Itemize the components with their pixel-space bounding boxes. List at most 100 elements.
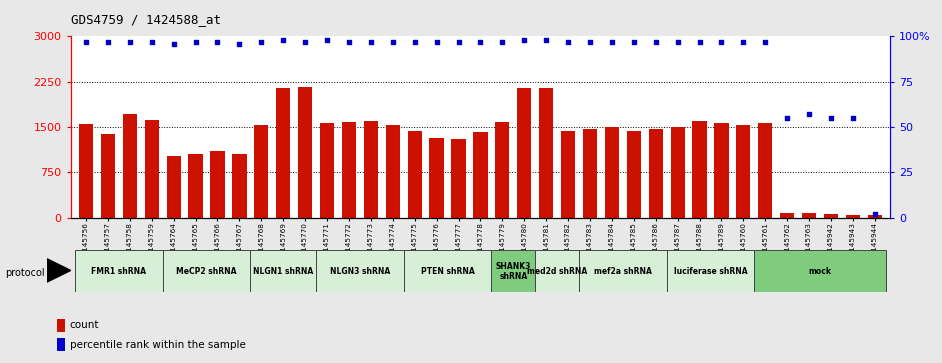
Point <box>122 39 138 45</box>
Bar <box>560 131 576 218</box>
Point <box>188 39 203 45</box>
Bar <box>692 121 706 218</box>
Bar <box>451 139 465 218</box>
Point <box>232 41 247 46</box>
Bar <box>298 87 312 218</box>
Point <box>802 111 817 117</box>
Bar <box>210 151 224 218</box>
Bar <box>233 154 247 218</box>
Text: SHANK3
shRNA: SHANK3 shRNA <box>495 262 531 281</box>
Point <box>276 37 291 43</box>
Bar <box>276 88 290 218</box>
Bar <box>404 250 492 292</box>
Point <box>605 39 620 45</box>
Point <box>539 37 554 43</box>
Bar <box>251 250 317 292</box>
Text: MeCP2 shRNA: MeCP2 shRNA <box>176 267 236 276</box>
Bar <box>495 122 510 218</box>
Bar <box>188 154 203 218</box>
Point <box>101 39 116 45</box>
Bar <box>671 127 685 218</box>
Point <box>144 39 159 45</box>
Bar <box>492 250 535 292</box>
Point <box>626 39 642 45</box>
Bar <box>649 129 663 218</box>
Point <box>253 39 268 45</box>
Text: FMR1 shRNA: FMR1 shRNA <box>91 267 146 276</box>
Point <box>473 39 488 45</box>
Point <box>736 39 751 45</box>
Point <box>429 39 444 45</box>
Point <box>670 39 685 45</box>
Point <box>648 39 663 45</box>
Point <box>868 211 883 217</box>
Bar <box>626 131 641 218</box>
Point <box>298 39 313 45</box>
Point <box>714 39 729 45</box>
Bar <box>583 129 597 218</box>
Point <box>166 41 181 46</box>
Text: GDS4759 / 1424588_at: GDS4759 / 1424588_at <box>71 13 220 26</box>
Bar <box>57 319 65 332</box>
Bar <box>605 127 619 218</box>
Bar <box>846 215 860 218</box>
Point <box>757 39 772 45</box>
Point <box>582 39 597 45</box>
Bar <box>535 250 579 292</box>
Bar <box>57 338 65 351</box>
Bar <box>802 213 816 218</box>
Bar <box>430 138 444 218</box>
Bar <box>714 123 728 218</box>
Point <box>560 39 576 45</box>
Point <box>319 37 334 43</box>
Bar <box>75 250 163 292</box>
Bar <box>737 125 751 218</box>
Point <box>845 115 860 121</box>
Text: PTEN shRNA: PTEN shRNA <box>421 267 475 276</box>
Bar <box>320 123 334 218</box>
Bar <box>317 250 404 292</box>
Text: med2d shRNA: med2d shRNA <box>527 267 587 276</box>
Bar <box>79 124 93 218</box>
Point <box>78 39 93 45</box>
Bar <box>539 88 553 218</box>
Bar <box>473 132 488 218</box>
Bar <box>163 250 251 292</box>
Text: mef2a shRNA: mef2a shRNA <box>593 267 652 276</box>
Point <box>364 39 379 45</box>
Bar <box>758 123 772 218</box>
Point <box>341 39 356 45</box>
Point <box>495 39 510 45</box>
Point <box>385 39 400 45</box>
Bar <box>101 134 115 218</box>
Bar <box>667 250 755 292</box>
Bar <box>824 214 838 218</box>
Point <box>517 37 532 43</box>
Bar <box>145 121 159 218</box>
Bar <box>755 250 885 292</box>
Bar <box>780 213 794 218</box>
Bar <box>868 215 882 218</box>
Point <box>823 115 838 121</box>
Point <box>407 39 422 45</box>
Point <box>692 39 707 45</box>
Text: luciferase shRNA: luciferase shRNA <box>674 267 747 276</box>
Bar <box>408 131 422 218</box>
Text: count: count <box>70 320 99 330</box>
Bar <box>579 250 667 292</box>
Text: NLGN3 shRNA: NLGN3 shRNA <box>330 267 390 276</box>
Bar <box>342 122 356 218</box>
Text: percentile rank within the sample: percentile rank within the sample <box>70 340 246 350</box>
Bar <box>364 121 378 218</box>
Point <box>210 39 225 45</box>
Polygon shape <box>47 259 71 282</box>
Text: mock: mock <box>808 267 832 276</box>
Text: protocol: protocol <box>5 268 44 278</box>
Point <box>780 115 795 121</box>
Bar <box>167 156 181 218</box>
Bar <box>254 125 268 218</box>
Point <box>451 39 466 45</box>
Bar <box>122 114 137 218</box>
Text: NLGN1 shRNA: NLGN1 shRNA <box>253 267 314 276</box>
Bar <box>385 125 400 218</box>
